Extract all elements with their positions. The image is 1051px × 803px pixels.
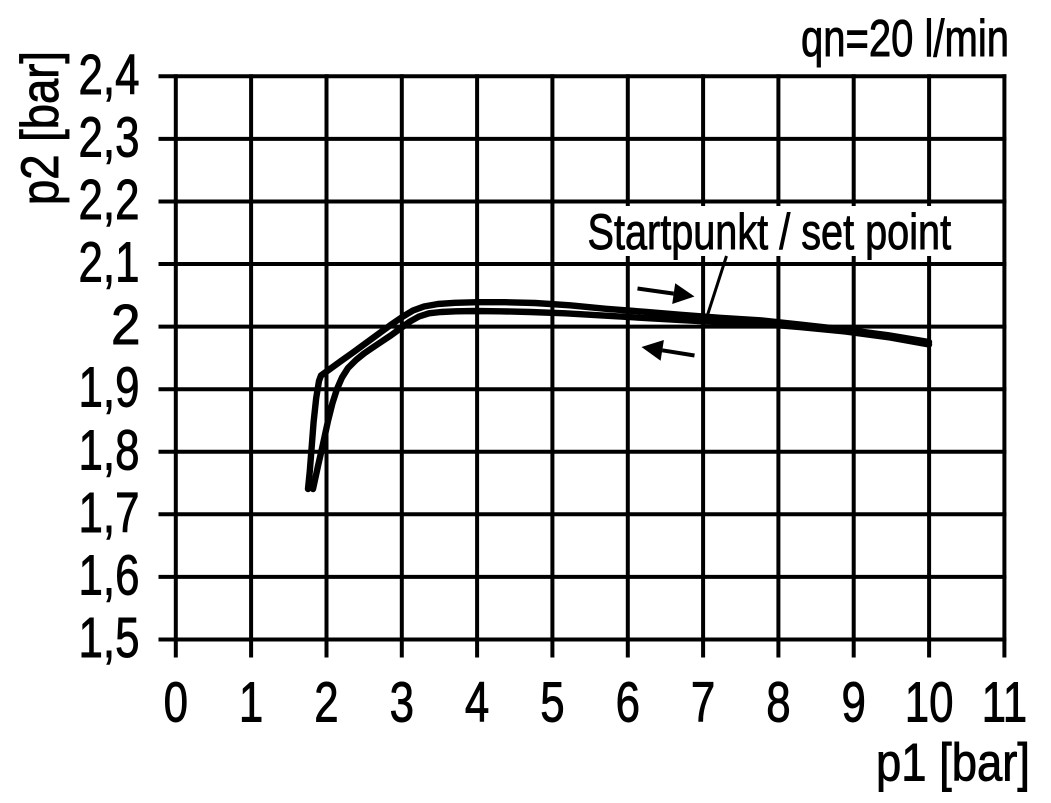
svg-text:6: 6 — [616, 670, 640, 734]
svg-text:1,8: 1,8 — [79, 418, 140, 482]
svg-text:2: 2 — [314, 670, 338, 734]
svg-text:2,3: 2,3 — [79, 105, 140, 169]
svg-text:qn=20 l/min: qn=20 l/min — [801, 10, 1009, 68]
svg-text:3: 3 — [390, 670, 414, 734]
svg-text:1,9: 1,9 — [79, 356, 140, 420]
svg-text:7: 7 — [691, 670, 715, 734]
svg-text:p1 [bar]: p1 [bar] — [876, 734, 1030, 793]
svg-text:9: 9 — [842, 670, 866, 734]
svg-text:1,7: 1,7 — [79, 481, 140, 545]
svg-text:8: 8 — [766, 670, 790, 734]
svg-text:4: 4 — [465, 670, 489, 734]
svg-text:5: 5 — [540, 670, 564, 734]
svg-text:2,4: 2,4 — [79, 43, 140, 107]
svg-text:2: 2 — [111, 293, 141, 357]
svg-text:0: 0 — [164, 670, 188, 734]
svg-text:1: 1 — [239, 670, 263, 734]
svg-text:11: 11 — [982, 670, 1028, 734]
svg-text:2,2: 2,2 — [79, 168, 140, 232]
svg-text:p2 [bar]: p2 [bar] — [11, 51, 70, 205]
svg-text:10: 10 — [905, 670, 954, 734]
svg-text:1,5: 1,5 — [79, 606, 140, 670]
svg-text:Startpunkt / set point: Startpunkt / set point — [588, 203, 952, 260]
svg-text:2,1: 2,1 — [79, 231, 140, 295]
svg-text:1,6: 1,6 — [79, 543, 140, 607]
